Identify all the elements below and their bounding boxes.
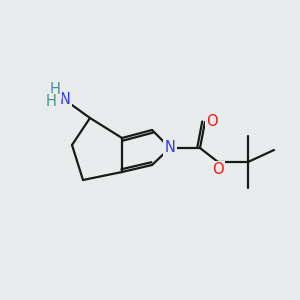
Text: N: N [165, 140, 176, 155]
Text: O: O [212, 163, 224, 178]
Text: H: H [50, 82, 60, 98]
Text: H: H [46, 94, 56, 110]
Text: O: O [206, 115, 218, 130]
Text: N: N [60, 92, 70, 107]
